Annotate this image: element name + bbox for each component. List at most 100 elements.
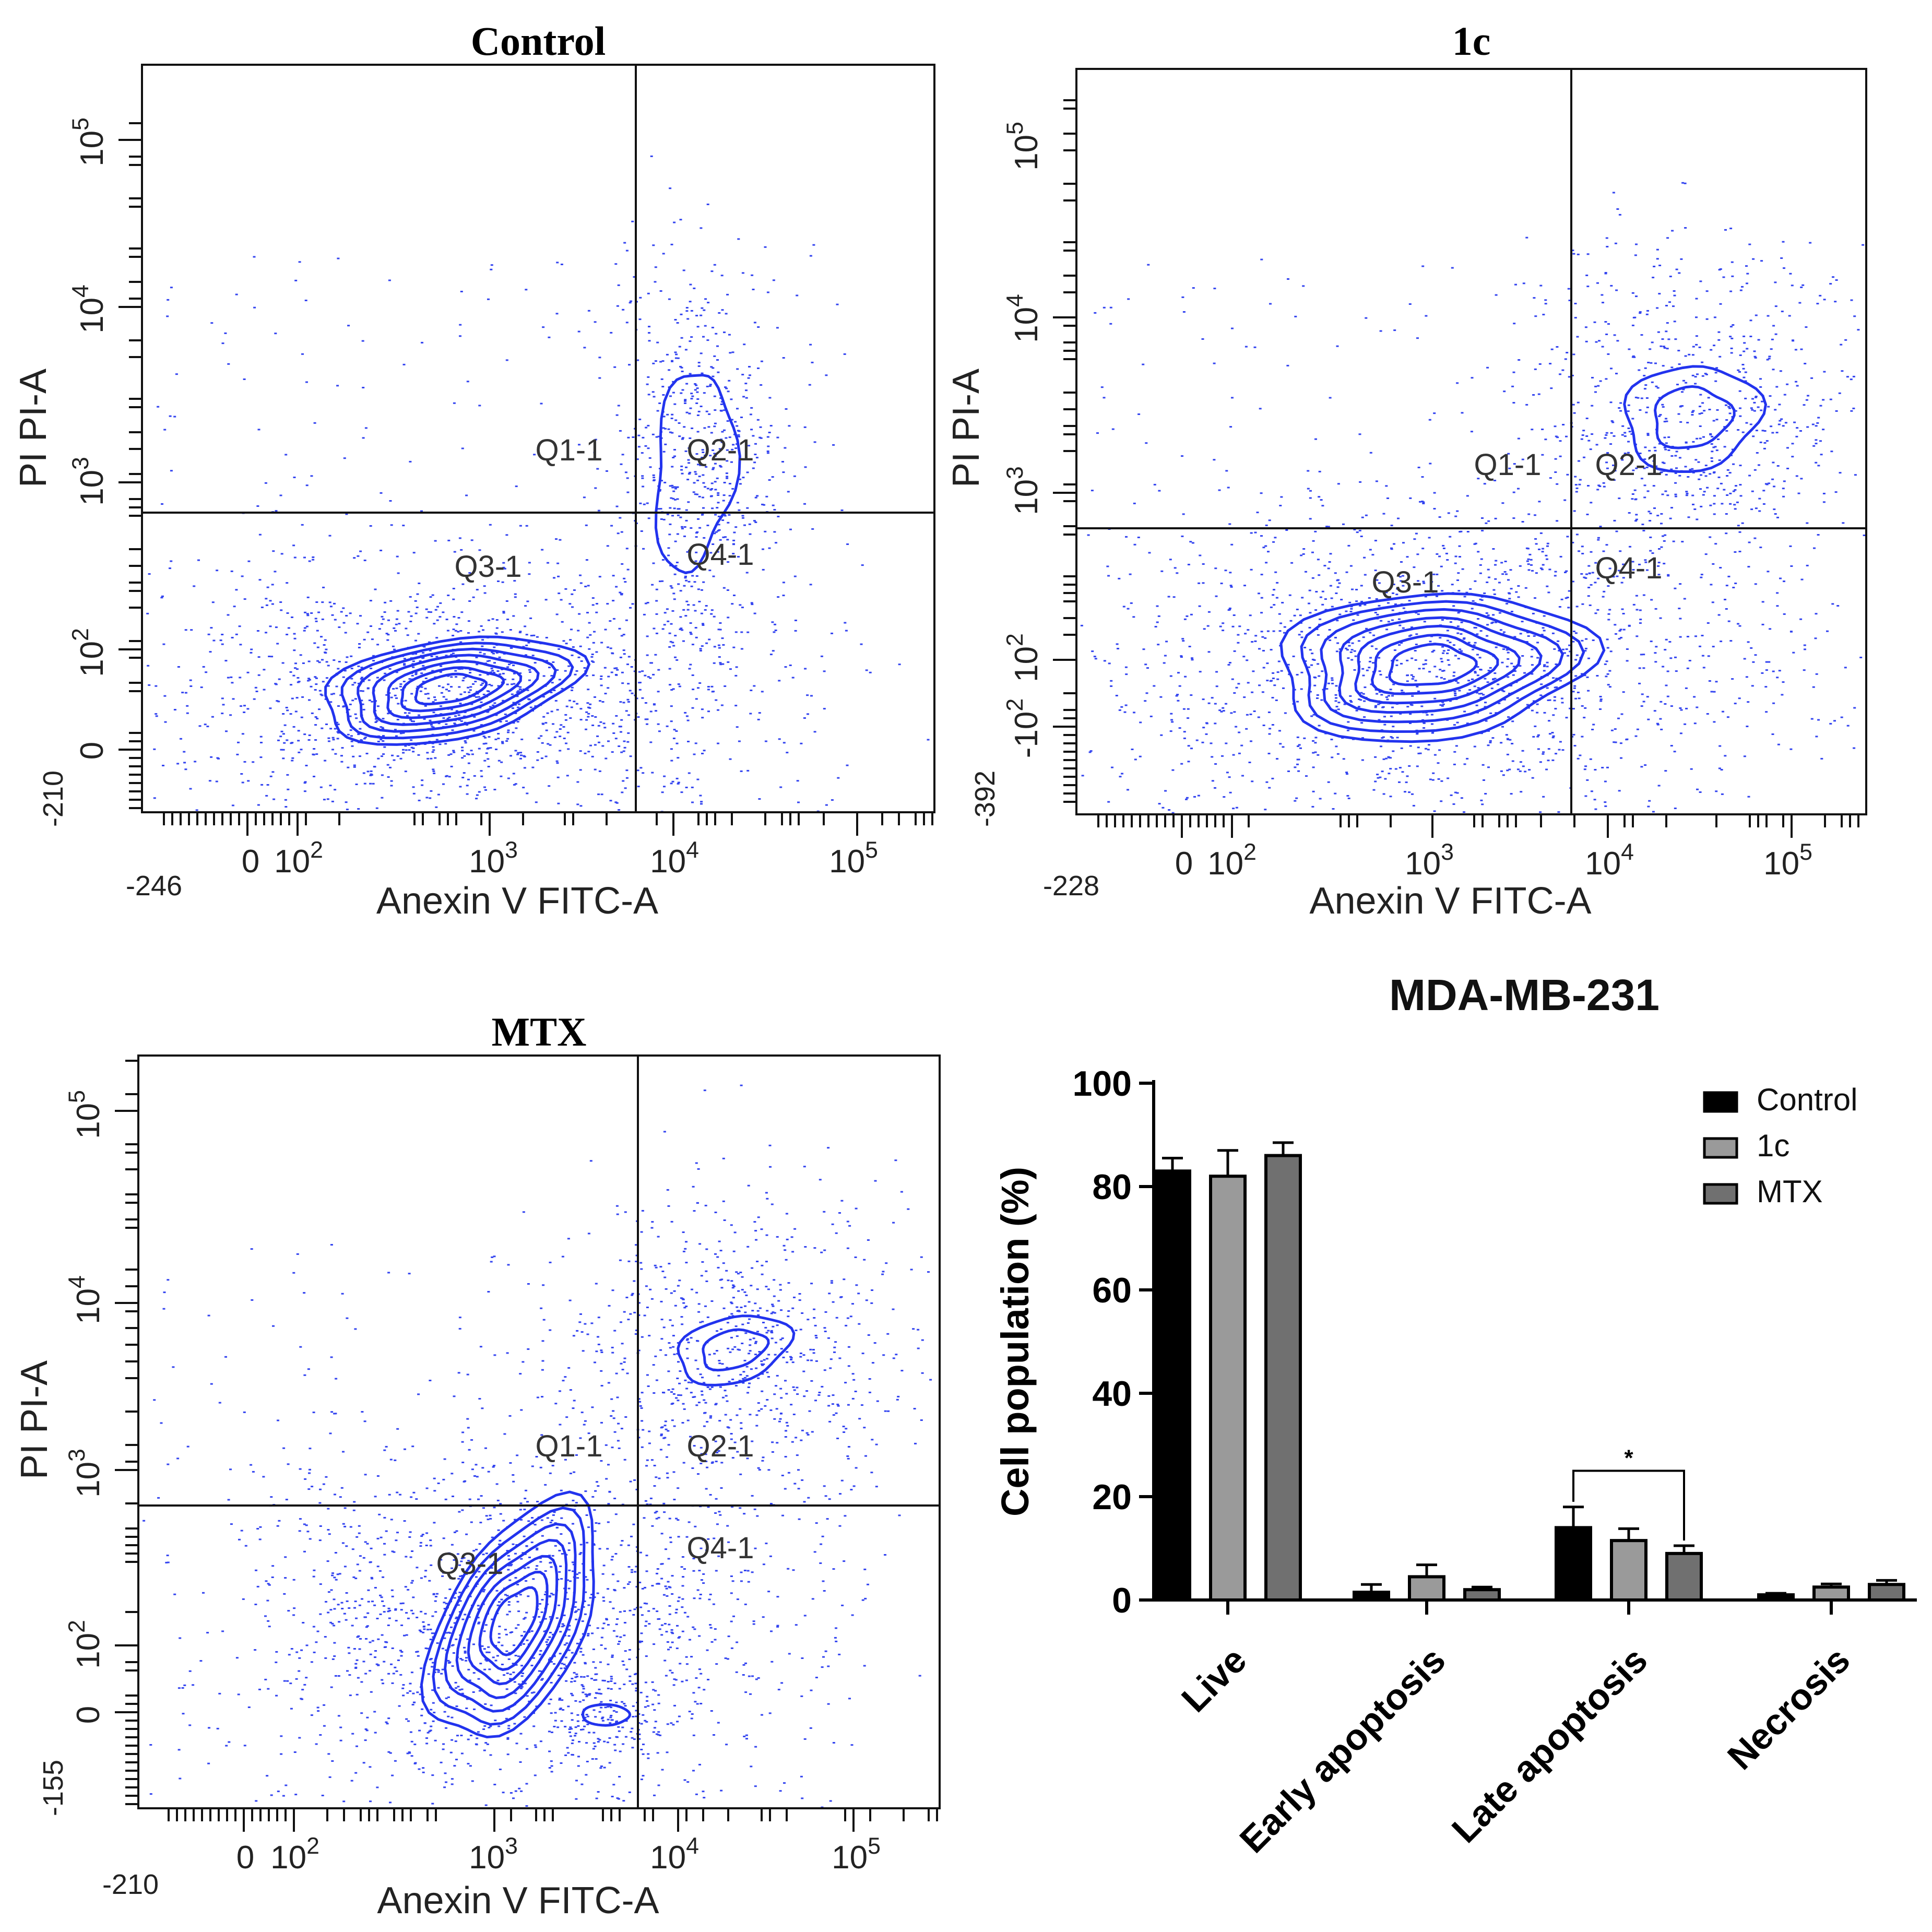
event-dot [574,673,577,675]
event-dot [1406,775,1409,777]
event-dot [738,430,741,432]
event-dot [696,414,700,416]
event-dot [1791,443,1794,445]
event-dot [511,683,514,685]
event-dot [450,765,453,767]
event-dot [1707,397,1710,399]
event-dot [1411,678,1414,680]
event-dot [1822,399,1825,401]
event-dot [1186,797,1189,799]
event-dot [334,728,337,730]
event-dot [767,445,770,447]
event-dot [609,647,612,649]
event-dot [1315,591,1318,592]
event-dot [1630,433,1633,435]
event-dot [1621,434,1624,436]
event-dot [766,452,769,454]
event-dot [1164,790,1167,792]
event-dot [1449,621,1452,623]
event-dot [1435,675,1438,678]
event-dot [188,1670,192,1672]
event-dot [1458,545,1461,547]
event-dot [231,804,234,807]
event-dot [1806,426,1809,428]
event-dot [567,665,571,667]
event-dot [1655,465,1658,467]
event-dot [715,699,718,701]
event-dot [1349,651,1353,653]
event-dot [846,543,849,545]
event-dot [641,1587,644,1590]
event-dot [1531,777,1534,779]
event-dot [1269,680,1272,682]
event-dot [530,1665,534,1666]
event-dot [173,709,176,710]
event-dot [343,670,347,672]
event-dot [1584,326,1587,328]
event-dot [460,720,463,722]
event-dot [626,477,629,479]
event-dot [1469,588,1472,590]
event-dot [354,713,357,715]
event-dot [1702,471,1705,473]
event-dot [705,466,708,468]
event-dot [1572,353,1575,355]
event-dot [1679,618,1682,620]
event-dot [750,690,753,691]
event-dot [1574,659,1578,661]
event-dot [190,629,193,631]
event-dot [235,293,238,295]
event-dot [724,685,727,687]
event-dot [481,682,484,684]
x-tick-label: 103 [469,837,518,880]
event-dot [1728,412,1732,414]
event-dot [484,789,487,791]
event-dot [645,1570,648,1572]
event-dot [1235,686,1238,689]
event-dot [498,656,501,658]
event-dot [546,712,549,714]
event-dot [1618,638,1621,640]
event-dot [1456,721,1459,724]
event-dot [294,279,298,281]
event-dot [349,703,352,705]
event-dot [488,684,491,685]
event-dot [1506,753,1509,755]
event-dot [687,501,690,503]
event-dot [1709,504,1712,506]
event-dot [529,706,532,708]
event-dot [1319,798,1322,800]
event-dot [247,780,250,782]
event-dot [1244,633,1247,635]
event-dot [523,1631,526,1633]
event-dot [1748,475,1751,477]
event-dot [1841,370,1844,372]
y-min-label-group: -210 [38,771,69,827]
event-dot [1096,432,1099,434]
event-dot [303,556,306,559]
event-dot [1547,748,1550,750]
event-dot [1419,752,1422,754]
event-dot [638,682,642,683]
event-dot [646,383,649,385]
event-dot [1512,371,1515,373]
event-dot [1247,629,1250,631]
event-dot [684,402,686,404]
event-dot [491,618,494,620]
event-dot [478,631,481,633]
event-dot [1280,496,1283,498]
event-dot [328,535,331,537]
event-dot [1454,694,1457,696]
event-dot [1400,747,1403,749]
event-dot [1617,570,1620,572]
event-dot [362,387,365,388]
event-dot [1430,714,1433,716]
event-dot [1633,489,1637,491]
event-dot [591,597,595,599]
event-dot [420,1577,423,1579]
event-dot [334,619,337,621]
event-dot [509,1792,513,1794]
event-dot [390,696,393,698]
event-dot [603,667,607,669]
event-dot [1508,768,1511,771]
